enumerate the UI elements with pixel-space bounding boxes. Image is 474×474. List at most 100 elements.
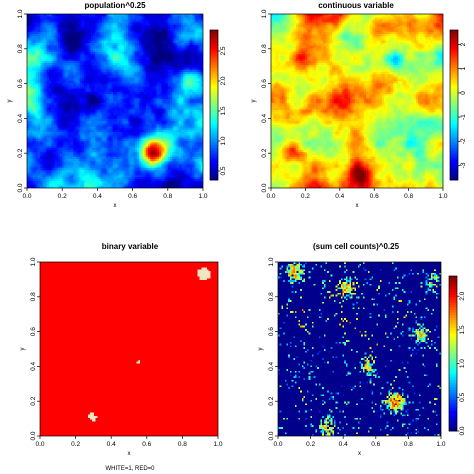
colorbar-segment bbox=[450, 40, 458, 43]
x-tick-label: 0.6 bbox=[370, 193, 379, 200]
colorbar-segment bbox=[449, 294, 457, 298]
y-tick-label: 0.6 bbox=[268, 327, 275, 336]
colorbar-segment bbox=[450, 87, 458, 91]
colorbar-segment bbox=[450, 100, 458, 103]
colorbar-segment bbox=[210, 117, 218, 121]
colorbar-segment bbox=[450, 72, 458, 76]
colorbar-segment bbox=[210, 107, 218, 111]
x-tick-label: 0.8 bbox=[404, 441, 413, 448]
colorbar-segment bbox=[450, 75, 458, 78]
colorbar-segment bbox=[449, 288, 457, 292]
colorbar-segment bbox=[450, 170, 458, 173]
colorbar-segment bbox=[449, 327, 457, 331]
colorbar-segment bbox=[449, 340, 457, 344]
x-axis-label: x bbox=[358, 451, 361, 457]
colorbar-segment bbox=[450, 60, 458, 63]
colorbar-frame bbox=[209, 29, 219, 181]
colorbar-segment bbox=[449, 428, 457, 432]
colorbar-segment bbox=[210, 40, 218, 43]
colorbar-segment bbox=[449, 376, 457, 380]
y-tick-label: 0.8 bbox=[17, 44, 24, 53]
colorbar-segment bbox=[210, 105, 218, 108]
colorbar-segment bbox=[449, 389, 457, 393]
x-axis-label: x bbox=[128, 451, 131, 457]
colorbar-segment bbox=[210, 135, 218, 138]
colorbar-segment bbox=[210, 177, 218, 181]
heatmap-field bbox=[271, 14, 443, 188]
colorbar-segment bbox=[449, 330, 457, 334]
colorbar-segment bbox=[210, 70, 218, 73]
colorbar-segment bbox=[450, 130, 458, 133]
colorbar-segment bbox=[449, 345, 457, 349]
y-tick-label: 0.2 bbox=[17, 148, 24, 157]
colorbar-segment bbox=[210, 35, 218, 38]
colorbar-segment bbox=[449, 299, 457, 303]
x-tick-label: 0.8 bbox=[404, 193, 413, 200]
colorbar-segment bbox=[449, 387, 457, 391]
y-tick-label: 0.6 bbox=[17, 79, 24, 88]
colorbar-segment bbox=[210, 100, 218, 103]
colorbar-segment bbox=[450, 65, 458, 68]
colorbar-segment bbox=[449, 332, 457, 336]
y-axis-label: y bbox=[251, 100, 257, 103]
chart-title: population^0.25 bbox=[84, 1, 146, 10]
colorbar-segment bbox=[449, 319, 457, 323]
colorbar-segment bbox=[210, 60, 218, 63]
y-tick-label: 0.4 bbox=[268, 362, 275, 371]
colorbar-segment bbox=[450, 50, 458, 53]
plot-frame bbox=[277, 261, 442, 437]
colorbar-segment bbox=[450, 62, 458, 66]
colorbar-tick-label: 2 bbox=[460, 42, 467, 46]
colorbar-tick-label: 2.5 bbox=[220, 46, 227, 55]
y-tick-label: 1.0 bbox=[261, 9, 268, 18]
plot-frame bbox=[270, 13, 444, 189]
colorbar-tick-label: 1.5 bbox=[220, 106, 227, 115]
colorbar-tick-label: 0.0 bbox=[459, 426, 466, 435]
colorbar-segment bbox=[210, 32, 218, 36]
colorbar-tick-label: -3 bbox=[460, 162, 467, 168]
colorbar-segment bbox=[449, 397, 457, 401]
colorbar-segment bbox=[450, 55, 458, 58]
colorbar-segment bbox=[449, 343, 457, 347]
panel-continuous: continuous variable 0.0 0.2 0.4 0.6 0.8 1.00.… bbox=[251, 1, 467, 209]
colorbar-segment bbox=[210, 65, 218, 68]
colorbar-segment bbox=[449, 369, 457, 372]
colorbar-tick-label: 1.5 bbox=[459, 325, 466, 334]
colorbar-frame bbox=[449, 29, 459, 181]
colorbar-segment bbox=[449, 356, 457, 360]
colorbar-segment bbox=[210, 92, 218, 96]
colorbar-segment bbox=[449, 374, 457, 378]
colorbar-segment bbox=[450, 155, 458, 158]
y-tick-label: 0.2 bbox=[261, 148, 268, 157]
x-tick-label: 0.4 bbox=[93, 193, 102, 200]
colorbar-segment bbox=[449, 425, 457, 429]
colorbar-segment bbox=[210, 132, 218, 136]
colorbar-segment bbox=[449, 392, 457, 396]
colorbar-segment bbox=[210, 125, 218, 128]
colorbar-segment bbox=[210, 30, 218, 33]
y-tick-label: 1.0 bbox=[17, 9, 24, 18]
colorbar-segment bbox=[449, 276, 457, 279]
colorbar-segment bbox=[210, 82, 218, 86]
colorbar-segment bbox=[449, 412, 457, 416]
plot-frame bbox=[39, 261, 219, 437]
colorbar-segment bbox=[449, 307, 457, 310]
colorbar-segment bbox=[449, 366, 457, 370]
x-axis-label: x bbox=[356, 203, 359, 209]
colorbar-segment bbox=[450, 142, 458, 146]
colorbar-segment bbox=[210, 175, 218, 178]
panel-binary: binary variable 0.0 0.2 0.4 0.6 0.8 1.0 0.0 0.2… bbox=[20, 242, 223, 472]
colorbar-segment bbox=[450, 42, 458, 46]
colorbar-segment bbox=[449, 286, 457, 290]
colorbar-segment bbox=[210, 55, 218, 58]
x-tick-label: 0.8 bbox=[178, 441, 187, 448]
colorbar-segment bbox=[449, 309, 457, 313]
colorbar-segment bbox=[210, 37, 218, 41]
colorbar-segment bbox=[450, 107, 458, 111]
colorbar-segment bbox=[450, 172, 458, 176]
colorbar-segment bbox=[450, 150, 458, 153]
colorbar-tick-label: 2.0 bbox=[220, 76, 227, 85]
heatmap-field bbox=[27, 14, 203, 188]
colorbar-segment bbox=[449, 415, 457, 419]
y-tick-label: 0.2 bbox=[268, 396, 275, 405]
